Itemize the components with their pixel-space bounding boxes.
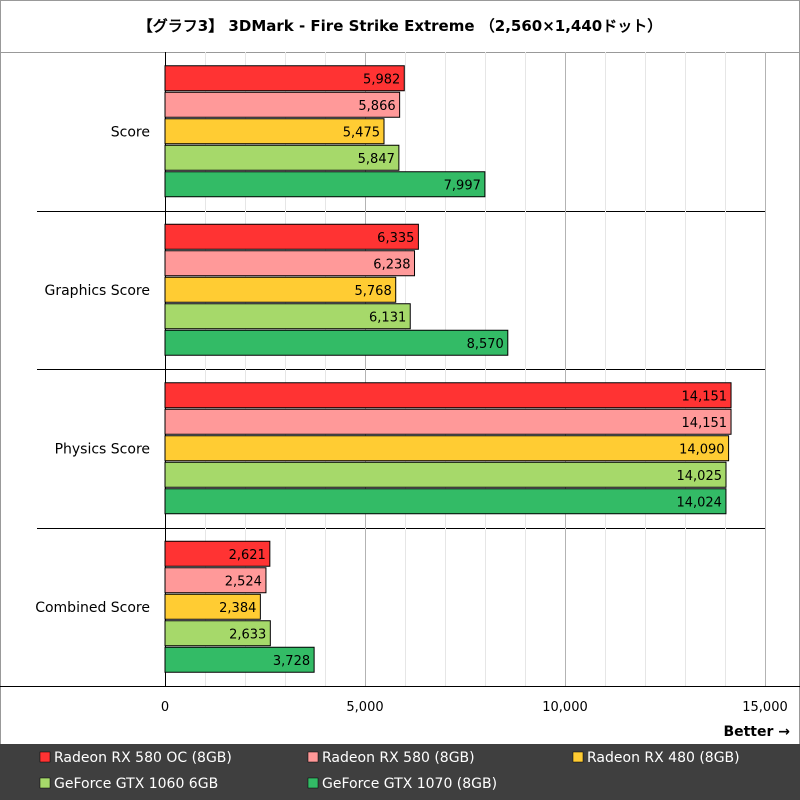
legend-label-radeon-rx-580-oc-8gb: Radeon RX 580 OC (8GB) <box>54 750 232 766</box>
data-label: 3,728 <box>273 654 310 669</box>
legend-label-geforce-gtx-1060-6gb: GeForce GTX 1060 6GB <box>54 776 218 792</box>
legend-swatch-radeon-rx-480-8gb <box>572 751 584 763</box>
bar-score-radeon-rx-580-oc-8gb <box>164 65 405 92</box>
data-label: 2,633 <box>229 627 266 642</box>
bar-combined-score-radeon-rx-580-8gb <box>164 567 267 594</box>
bar-physics-score-geforce-gtx-1060-6gb <box>164 461 727 488</box>
data-label: 5,847 <box>358 152 395 167</box>
bar-physics-score-radeon-rx-480-8gb <box>164 435 730 462</box>
category-label-combined-score: Combined Score <box>35 600 150 616</box>
bar-combined-score-geforce-gtx-1070-8gb <box>164 646 315 673</box>
bar-physics-score-radeon-rx-580-oc-8gb <box>164 382 732 409</box>
bar-combined-score-radeon-rx-480-8gb <box>164 593 261 620</box>
data-label: 14,025 <box>677 469 723 484</box>
legend-swatch-geforce-gtx-1060-6gb <box>39 777 51 789</box>
bar-combined-score-geforce-gtx-1060-6gb <box>164 620 271 647</box>
data-label: 14,090 <box>679 442 725 457</box>
legend-swatch-geforce-gtx-1070-8gb <box>307 777 319 789</box>
data-label: 14,024 <box>676 495 722 510</box>
data-label: 5,475 <box>343 125 380 140</box>
data-label: 6,238 <box>373 257 410 272</box>
axis-label-better: Better → <box>723 724 790 740</box>
chart-title: 【グラフ3】 3DMark - Fire Strike Extreme （2,5… <box>138 17 662 35</box>
category-label-score: Score <box>111 124 150 140</box>
data-label: 14,151 <box>682 416 728 431</box>
x-tick-label: 5,000 <box>346 700 383 715</box>
bar-physics-score-radeon-rx-580-8gb <box>164 408 732 435</box>
x-tick-label: 15,000 <box>742 700 788 715</box>
bar-physics-score-geforce-gtx-1070-8gb <box>164 488 727 515</box>
data-label: 14,151 <box>682 389 728 404</box>
data-label: 2,384 <box>219 601 256 616</box>
legend-label-radeon-rx-480-8gb: Radeon RX 480 (8GB) <box>587 750 740 766</box>
bar-graphics-score-geforce-gtx-1060-6gb <box>164 303 411 330</box>
data-label: 2,524 <box>225 574 262 589</box>
bar-score-geforce-gtx-1060-6gb <box>164 144 400 171</box>
legend-label-radeon-rx-580-8gb: Radeon RX 580 (8GB) <box>322 750 475 766</box>
data-label: 8,570 <box>467 337 504 352</box>
legend-label-geforce-gtx-1070-8gb: GeForce GTX 1070 (8GB) <box>322 776 497 792</box>
category-label-physics-score: Physics Score <box>55 441 150 457</box>
x-tick-label: 10,000 <box>542 700 588 715</box>
x-tick-label: 0 <box>161 700 169 715</box>
data-label: 5,768 <box>355 284 392 299</box>
bar-graphics-score-radeon-rx-580-oc-8gb <box>164 223 419 250</box>
bar-graphics-score-geforce-gtx-1070-8gb <box>164 329 509 356</box>
bar-combined-score-radeon-rx-580-oc-8gb <box>164 540 271 567</box>
category-label-graphics-score: Graphics Score <box>45 283 151 299</box>
bar-score-radeon-rx-480-8gb <box>164 118 385 145</box>
data-label: 6,335 <box>377 231 414 246</box>
data-label: 5,866 <box>358 99 395 114</box>
data-label: 7,997 <box>444 178 481 193</box>
bar-graphics-score-radeon-rx-480-8gb <box>164 276 397 303</box>
data-label: 5,982 <box>363 72 400 87</box>
data-label: 2,621 <box>229 548 266 563</box>
legend-swatch-radeon-rx-580-8gb <box>307 751 319 763</box>
bar-graphics-score-radeon-rx-580-8gb <box>164 250 416 277</box>
legend-background <box>0 744 800 800</box>
bar-score-radeon-rx-580-8gb <box>164 91 401 118</box>
bar-score-geforce-gtx-1070-8gb <box>164 171 486 198</box>
data-label: 6,131 <box>369 310 406 325</box>
legend-swatch-radeon-rx-580-oc-8gb <box>39 751 51 763</box>
